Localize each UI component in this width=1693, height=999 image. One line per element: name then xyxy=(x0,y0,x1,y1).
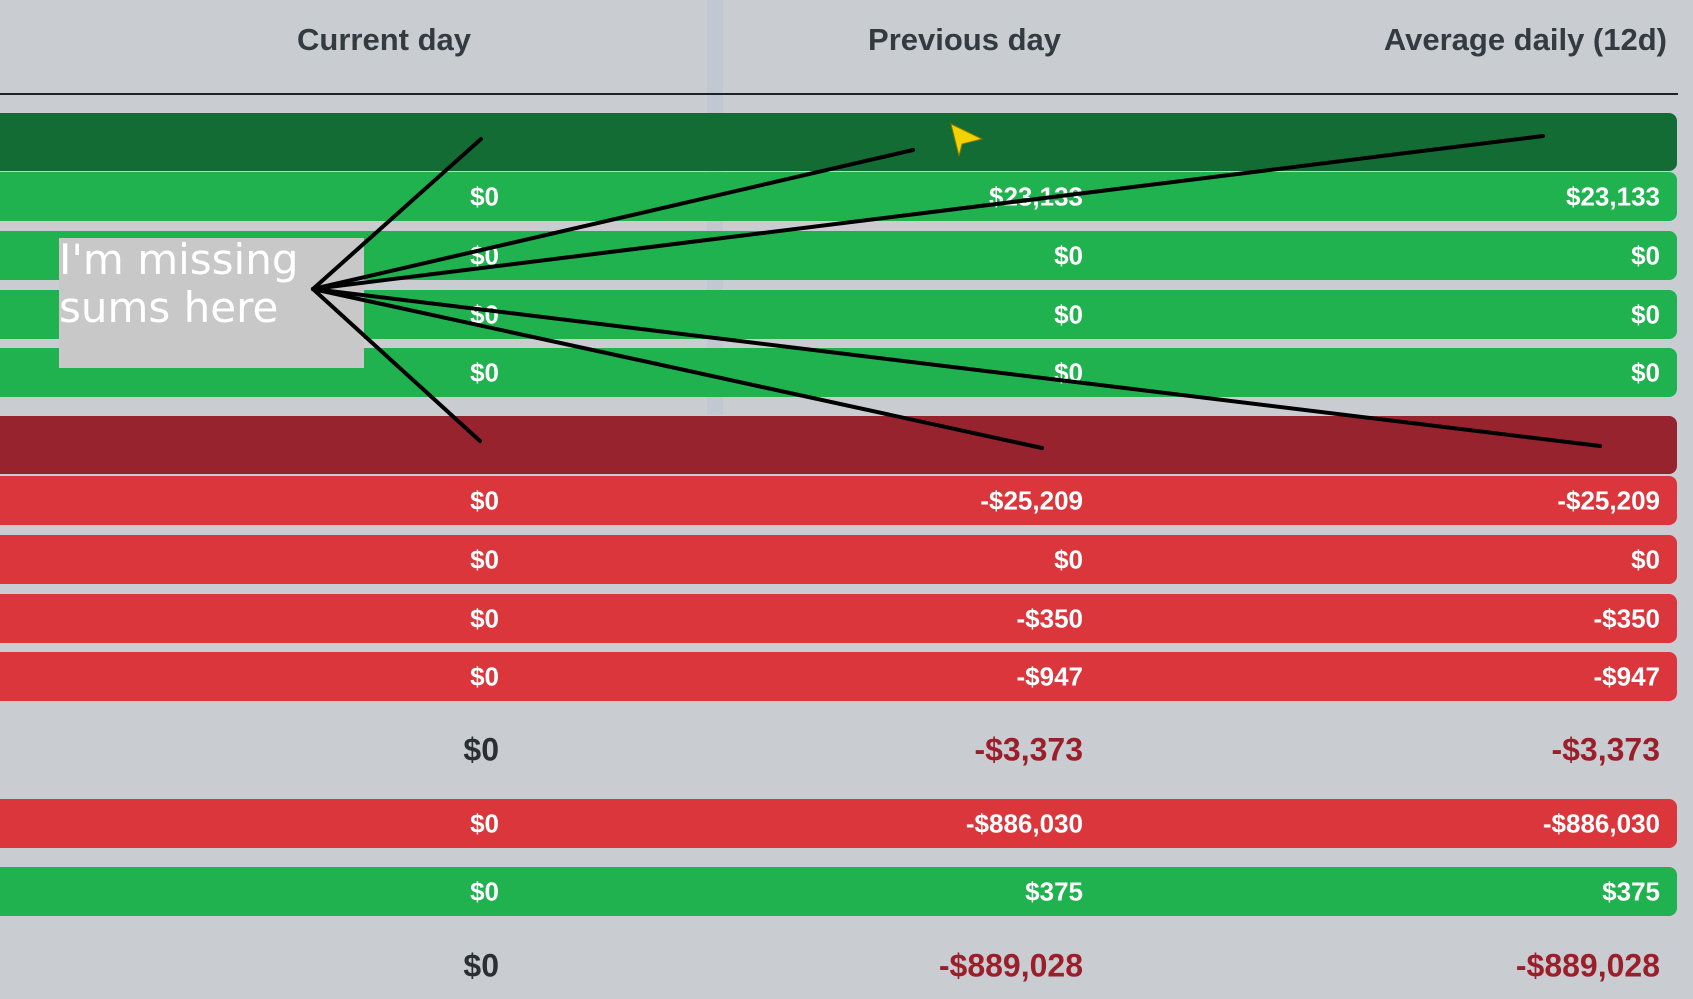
header-divider xyxy=(0,93,1678,95)
table-header: Current day Previous day Average daily (… xyxy=(0,0,1693,95)
cell-average: -$886,030 xyxy=(1542,808,1660,838)
table-row[interactable]: $0 $0 $0 xyxy=(0,348,1677,397)
cell-previous: $375 xyxy=(1025,876,1083,906)
cell-previous: -$25,209 xyxy=(980,485,1083,515)
table-row[interactable]: $0 -$947 -$947 xyxy=(0,652,1677,701)
income-section-header[interactable] xyxy=(0,113,1677,171)
cell-average: $23,133 xyxy=(1566,181,1660,211)
cell-average: -$350 xyxy=(1593,603,1661,633)
cell-current: $0 xyxy=(470,357,499,387)
cell-current: $0 xyxy=(470,661,499,691)
cell-current: $0 xyxy=(470,181,499,211)
cell-current: $0 xyxy=(470,544,499,574)
cell-current: $0 xyxy=(470,808,499,838)
cell-previous: $0 xyxy=(1054,240,1083,270)
cell-average: -$25,209 xyxy=(1557,485,1660,515)
cell-previous: $0 xyxy=(1054,299,1083,329)
cell-average: -$889,028 xyxy=(1515,947,1660,984)
annotation-line xyxy=(311,287,1602,448)
annotation-text: I'm missing sums here xyxy=(59,235,299,332)
cell-previous: -$886,030 xyxy=(965,808,1083,838)
cell-average: $0 xyxy=(1631,357,1660,387)
pointer-arrow-icon xyxy=(950,123,984,157)
cell-current: $0 xyxy=(470,603,499,633)
cell-previous: $0 xyxy=(1054,544,1083,574)
annotation-line xyxy=(311,287,482,443)
cell-current: $0 xyxy=(470,485,499,515)
cell-previous: -$3,373 xyxy=(974,731,1083,768)
column-header-current-day[interactable]: Current day xyxy=(297,22,471,57)
cell-current: $0 xyxy=(463,731,499,768)
cell-average: $0 xyxy=(1631,299,1660,329)
cell-average: -$3,373 xyxy=(1551,731,1660,768)
cell-average: -$947 xyxy=(1593,661,1661,691)
cell-average: $0 xyxy=(1631,240,1660,270)
cell-current: $0 xyxy=(463,947,499,984)
annotation-line xyxy=(311,287,1044,450)
table-row[interactable]: $0 $23,133 $23,133 xyxy=(0,172,1677,221)
column-header-average-daily[interactable]: Average daily (12d) xyxy=(1383,22,1667,57)
annotation-box xyxy=(59,238,364,368)
table-row[interactable]: $0 -$350 -$350 xyxy=(0,594,1677,643)
total-row: $0 -$889,028 -$889,028 xyxy=(0,938,1677,994)
cell-previous: -$350 xyxy=(1016,603,1084,633)
column-header-previous-day[interactable]: Previous day xyxy=(868,22,1061,57)
cell-previous: -$889,028 xyxy=(938,947,1083,984)
annotation-line xyxy=(311,137,483,291)
table-row[interactable]: $0 $375 $375 xyxy=(0,867,1677,916)
annotation-line xyxy=(311,134,1545,291)
table-row[interactable]: $0 -$886,030 -$886,030 xyxy=(0,799,1677,848)
cell-current: $0 xyxy=(470,876,499,906)
expense-section-header[interactable] xyxy=(0,416,1677,474)
subtotal-row: $0 -$3,373 -$3,373 xyxy=(0,722,1677,778)
cell-average: $0 xyxy=(1631,544,1660,574)
cell-average: $375 xyxy=(1602,876,1660,906)
table-row[interactable]: $0 $0 $0 xyxy=(0,535,1677,584)
table-row[interactable]: $0 -$25,209 -$25,209 xyxy=(0,476,1677,525)
annotation-line xyxy=(311,148,915,291)
cell-previous: -$947 xyxy=(1016,661,1084,691)
